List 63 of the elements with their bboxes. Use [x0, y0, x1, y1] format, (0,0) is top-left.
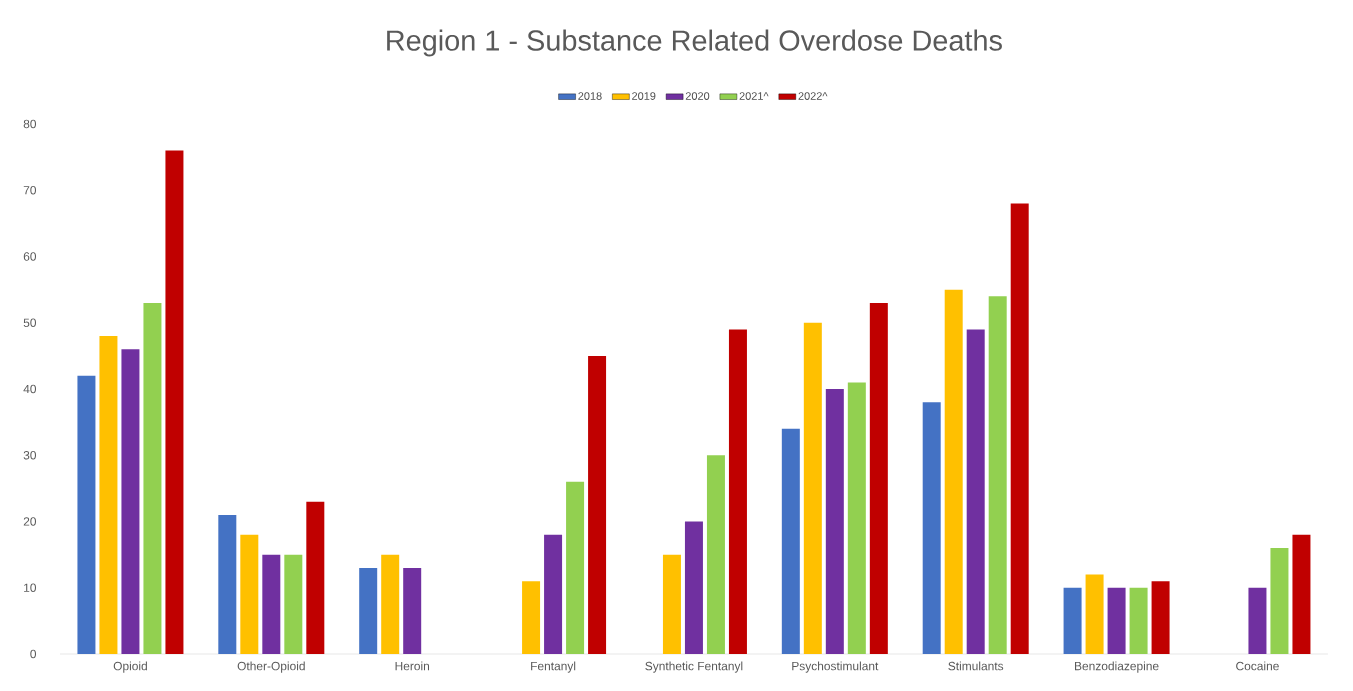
bar [966, 329, 985, 654]
x-tick-label: Benzodiazepine [1075, 661, 1159, 673]
legend-label: 2019 [632, 92, 656, 100]
bar [143, 302, 162, 654]
x-tick-label: Other-Opioid [237, 661, 305, 673]
bar [728, 329, 747, 654]
bar [262, 554, 281, 654]
bar [869, 302, 888, 654]
bar [165, 150, 184, 654]
bar [1107, 587, 1126, 654]
x-tick-label: Synthetic Fentanyl [645, 661, 743, 673]
bar [944, 289, 963, 654]
bar [922, 402, 941, 654]
bar [218, 514, 237, 654]
x-tick-label: Opioid [113, 661, 147, 673]
y-tick-label: 30 [23, 451, 37, 460]
bar [1085, 574, 1104, 654]
bar [1010, 203, 1029, 654]
bar [662, 554, 681, 654]
bar [588, 355, 607, 654]
bar [121, 349, 140, 654]
bar [240, 534, 259, 654]
x-tick-label: Fentanyl [531, 661, 576, 673]
bar [988, 296, 1007, 654]
y-tick-label: 60 [23, 252, 37, 261]
x-tick-label: Cocaine [1236, 661, 1279, 671]
bar [1129, 587, 1148, 654]
bar [1248, 587, 1267, 654]
y-tick-label: 70 [23, 186, 37, 195]
bar [706, 455, 725, 654]
y-tick-label: 50 [23, 318, 37, 327]
bar [781, 428, 800, 654]
bar [77, 375, 96, 654]
bar [306, 501, 325, 654]
bar [359, 567, 378, 654]
bar [1151, 581, 1170, 654]
bar [825, 389, 844, 654]
bar [566, 481, 585, 654]
bar [284, 554, 303, 654]
bar [684, 521, 703, 654]
legend-label: 2018 [578, 92, 602, 100]
y-tick-label: 0 [30, 649, 37, 659]
bar [403, 567, 422, 654]
bar [99, 336, 118, 654]
bar [1063, 587, 1082, 654]
bar [1270, 548, 1289, 654]
y-tick-label: 10 [24, 583, 37, 592]
bar [544, 534, 563, 654]
x-tick-label: Stimulants [948, 661, 1004, 671]
legend-label: 2022^ [798, 92, 828, 100]
bar [803, 322, 822, 654]
legend-label: 2021^ [739, 92, 769, 100]
y-tick-label: 80 [23, 119, 37, 129]
y-tick-label: 20 [23, 517, 37, 526]
chart-title: Region 1 - Substance Related Overdose Deaths [387, 29, 1002, 57]
bar [847, 382, 866, 654]
bar [1292, 534, 1311, 654]
bar [522, 581, 541, 654]
y-tick-label: 40 [23, 384, 37, 394]
x-tick-label: Heroin [395, 661, 430, 671]
x-tick-label: Psychostimulant [792, 661, 879, 673]
bar [381, 554, 400, 654]
legend-label: 2020 [685, 92, 710, 100]
